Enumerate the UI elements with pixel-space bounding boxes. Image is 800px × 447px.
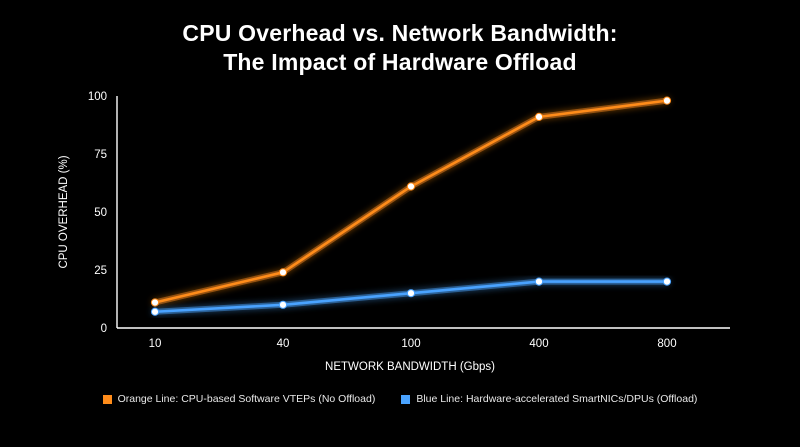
legend-label-blue: Blue Line: Hardware-accelerated SmartNIC… (416, 393, 698, 405)
legend-item-blue: Blue Line: Hardware-accelerated SmartNIC… (401, 393, 697, 405)
x-tick-label: 10 (149, 338, 162, 350)
chart-title-line-2: The Impact of Hardware Offload (223, 49, 577, 75)
data-point-blue (278, 300, 288, 309)
x-tick-label: 100 (401, 338, 420, 350)
legend-swatch-blue (401, 394, 411, 404)
data-point-orange (278, 268, 288, 277)
y-tick-label: 25 (94, 265, 107, 277)
y-tick-label: 100 (88, 91, 107, 103)
series-line-glow-orange (152, 97, 670, 306)
data-point-blue (662, 277, 672, 286)
data-point-blue (534, 277, 544, 286)
x-axis-label: NETWORK BANDWIDTH (Gbps) (325, 361, 495, 373)
data-point-blue (406, 289, 416, 298)
legend-swatch-orange (102, 394, 112, 404)
y-tick-label: 0 (101, 323, 107, 335)
series-line-orange (153, 99, 669, 304)
y-tick-label: 50 (94, 207, 107, 219)
data-point-orange (150, 298, 160, 307)
data-point-orange (406, 182, 416, 191)
data-point-orange (662, 96, 672, 105)
x-tick-label: 40 (277, 338, 290, 350)
x-tick-label: 800 (657, 338, 676, 350)
data-point-blue (150, 307, 160, 316)
y-axis-label: CPU OVERHEAD (%) (58, 155, 70, 268)
legend-label-orange: Orange Line: CPU-based Software VTEPs (N… (117, 393, 376, 405)
x-tick-label: 400 (529, 338, 548, 350)
legend: Orange Line: CPU-based Software VTEPs (N… (0, 393, 800, 405)
chart-title-line-1: CPU Overhead vs. Network Bandwidth: (182, 20, 618, 46)
data-point-orange (534, 112, 544, 121)
y-tick-label: 75 (94, 149, 107, 161)
legend-item-orange: Orange Line: CPU-based Software VTEPs (N… (102, 393, 376, 405)
